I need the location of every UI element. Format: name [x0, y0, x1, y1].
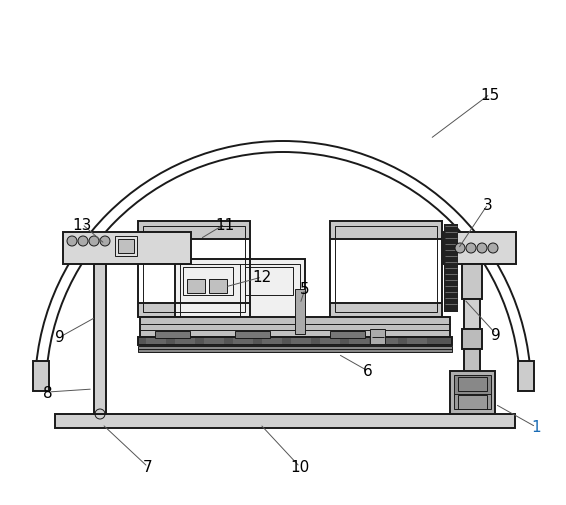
- Bar: [94, 265, 106, 414]
- Text: 12: 12: [252, 270, 272, 285]
- Bar: [233, 338, 253, 344]
- Bar: [458, 377, 487, 391]
- Bar: [180, 265, 300, 319]
- Bar: [175, 260, 305, 324]
- Bar: [444, 232, 516, 265]
- Text: 13: 13: [72, 217, 92, 232]
- Bar: [295, 289, 305, 334]
- Bar: [138, 222, 250, 317]
- Bar: [33, 361, 49, 391]
- Bar: [454, 394, 491, 409]
- Bar: [450, 371, 495, 414]
- Bar: [63, 232, 191, 265]
- Circle shape: [477, 243, 487, 254]
- Text: 6: 6: [363, 364, 373, 379]
- Bar: [140, 317, 450, 337]
- Bar: [330, 331, 365, 338]
- Bar: [139, 223, 249, 239]
- Text: 5: 5: [300, 282, 310, 297]
- Bar: [335, 227, 437, 313]
- Bar: [444, 225, 458, 313]
- Bar: [454, 375, 491, 396]
- Circle shape: [455, 243, 465, 254]
- Bar: [330, 222, 442, 317]
- Bar: [187, 279, 205, 293]
- Bar: [464, 299, 480, 329]
- Text: 9: 9: [55, 330, 65, 345]
- Text: 11: 11: [216, 217, 235, 232]
- Bar: [331, 223, 441, 239]
- Bar: [262, 338, 282, 344]
- Bar: [138, 346, 452, 352]
- Bar: [291, 338, 311, 344]
- Bar: [458, 395, 487, 409]
- Bar: [464, 349, 480, 371]
- Bar: [462, 329, 482, 349]
- Bar: [138, 337, 452, 345]
- Bar: [370, 329, 385, 344]
- Bar: [118, 239, 134, 254]
- Bar: [407, 338, 427, 344]
- Circle shape: [100, 236, 110, 246]
- Bar: [175, 338, 195, 344]
- Bar: [139, 305, 249, 316]
- Bar: [235, 331, 270, 338]
- Bar: [209, 279, 227, 293]
- Bar: [204, 338, 224, 344]
- Circle shape: [488, 243, 498, 254]
- Text: 9: 9: [491, 327, 501, 342]
- Bar: [115, 236, 137, 257]
- Bar: [245, 268, 293, 295]
- Bar: [143, 227, 245, 313]
- Bar: [320, 338, 340, 344]
- Circle shape: [89, 236, 99, 246]
- Bar: [462, 265, 482, 299]
- Bar: [98, 265, 102, 414]
- Text: 8: 8: [43, 385, 53, 400]
- Text: 1: 1: [531, 420, 541, 435]
- Circle shape: [466, 243, 476, 254]
- Bar: [183, 268, 233, 295]
- Circle shape: [78, 236, 88, 246]
- Text: 7: 7: [143, 460, 153, 475]
- Text: 15: 15: [481, 87, 500, 103]
- Text: 3: 3: [483, 197, 493, 212]
- Bar: [55, 414, 515, 428]
- Bar: [378, 338, 398, 344]
- Bar: [518, 361, 534, 391]
- Bar: [349, 338, 369, 344]
- Bar: [331, 305, 441, 316]
- Circle shape: [67, 236, 77, 246]
- Bar: [146, 338, 166, 344]
- Bar: [155, 331, 190, 338]
- Text: 10: 10: [290, 460, 310, 475]
